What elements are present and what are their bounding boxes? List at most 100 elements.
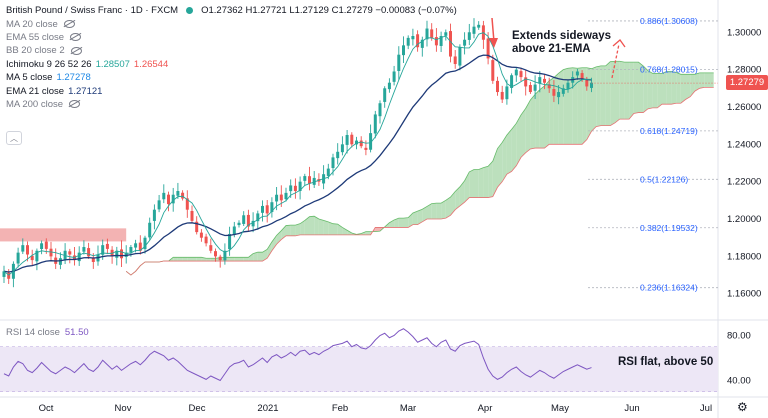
ichimoku-cloud-segment — [680, 74, 686, 104]
ichimoku-cloud-segment — [347, 230, 352, 235]
candle-body — [218, 256, 222, 261]
candle-body — [293, 185, 297, 192]
candle-body — [312, 177, 316, 185]
ichimoku-cloud-segment — [577, 67, 583, 145]
ichimoku-cloud-segment — [624, 62, 630, 120]
indicator-row[interactable]: MA 20 close — [6, 17, 457, 30]
ichimoku-cloud-segment — [629, 62, 634, 120]
candle-body — [528, 85, 532, 93]
ichimoku-cloud-segment — [516, 114, 521, 166]
candle-body — [162, 192, 166, 200]
price-tick-label: 1.18000 — [727, 251, 761, 262]
ichimoku-cloud-segment — [436, 203, 442, 220]
ichimoku-cloud-segment — [309, 216, 315, 235]
indicator-row[interactable]: EMA 21 close 1.27121 — [6, 84, 457, 97]
candle-body — [538, 77, 542, 84]
indicator-row[interactable]: BB 20 close 2 — [6, 44, 457, 57]
indicator-row[interactable]: EMA 55 close — [6, 31, 457, 44]
ichimoku-cloud-segment — [441, 200, 446, 220]
candle-body — [397, 54, 401, 72]
ichimoku-cloud-segment — [600, 65, 606, 126]
ichimoku-cloud-segment — [394, 218, 399, 228]
collapse-legend-button[interactable]: ︿ — [6, 131, 22, 145]
candle-body — [472, 26, 476, 34]
eye-crossed-icon[interactable] — [70, 46, 82, 55]
candle-body — [16, 252, 20, 264]
candle-body — [30, 255, 34, 261]
symbol-row[interactable]: British Pound / Swiss Franc · 1D · FXCM … — [6, 4, 457, 17]
ichimoku-cloud-segment — [314, 216, 319, 235]
ichimoku-cloud-segment — [615, 61, 620, 123]
candle-body — [157, 200, 161, 210]
ichimoku-cloud-segment — [427, 203, 432, 220]
candle-body — [63, 250, 67, 260]
candle-body — [270, 202, 274, 212]
candle-body — [44, 241, 48, 249]
candle-body — [256, 213, 260, 222]
candle-body — [373, 114, 377, 134]
ichimoku-cloud-segment — [239, 257, 244, 262]
candle-body — [115, 250, 119, 258]
candle-body — [58, 258, 62, 265]
ichimoku-cloud-segment — [286, 225, 291, 236]
indicator-row[interactable]: MA 5 close 1.27278 — [6, 71, 457, 84]
price-tick-label: 1.20000 — [727, 214, 761, 225]
candle-body — [467, 32, 471, 40]
eye-crossed-icon[interactable] — [70, 33, 82, 42]
candle-body — [496, 80, 499, 93]
ichimoku-span-b — [125, 86, 714, 276]
ichimoku-cloud-segment — [469, 169, 474, 198]
ichimoku-cloud-segment — [694, 72, 700, 92]
time-tick-label: Feb — [332, 403, 348, 414]
fib-level-label: 0.5(1.22126) — [640, 174, 688, 184]
candle-body — [143, 237, 147, 250]
rsi-legend[interactable]: RSI 14 close 51.50 — [6, 327, 89, 338]
candle-body — [345, 134, 349, 145]
indicator-value-2: 1.26544 — [133, 58, 169, 70]
ichimoku-cloud-segment — [192, 257, 197, 262]
ichimoku-cloud-segment — [488, 161, 493, 198]
ichimoku-cloud-segment — [210, 258, 216, 262]
candle-body — [543, 78, 546, 83]
candle-body — [524, 77, 528, 87]
ichimoku-cloud-segment — [398, 218, 404, 228]
candle-body — [298, 181, 302, 192]
indicator-label: MA 200 close — [6, 98, 64, 110]
ohlc-values: O1.27362 H1.27721 L1.27129 C1.27279 −0.0… — [201, 5, 457, 17]
ichimoku-cloud-segment — [234, 257, 239, 262]
ichimoku-cloud-segment — [276, 230, 282, 245]
symbol-title[interactable]: British Pound / Swiss Franc · 1D · FXCM — [6, 5, 179, 17]
ichimoku-cloud-segment — [582, 67, 587, 145]
ichimoku-cloud-segment — [304, 216, 310, 235]
candle-body — [477, 24, 481, 28]
ichimoku-cloud-segment — [459, 180, 465, 206]
eye-crossed-icon[interactable] — [69, 100, 81, 109]
ichimoku-cloud-segment — [257, 252, 263, 262]
gear-icon[interactable]: ⚙ — [737, 400, 748, 414]
ichimoku-cloud-segment — [431, 203, 437, 220]
ichimoku-cloud-segment — [652, 73, 658, 108]
ichimoku-cloud-segment — [619, 61, 625, 120]
candle-body — [590, 82, 593, 88]
price-tick-label: 1.22000 — [727, 177, 761, 188]
projection-arrow-line — [611, 43, 620, 79]
candle-body — [533, 84, 537, 91]
ichimoku-cloud-segment — [671, 71, 677, 105]
indicator-row[interactable]: MA 200 close — [6, 98, 457, 111]
ichimoku-cloud-segment — [295, 223, 301, 236]
rsi-band — [0, 346, 718, 392]
indicator-row[interactable]: Ichimoku 9 26 52 26 1.28507 1.26544 — [6, 58, 457, 71]
candle-body — [152, 209, 156, 221]
candle-body — [547, 84, 551, 89]
candle-body — [575, 71, 579, 76]
ichimoku-cloud-segment — [248, 253, 254, 262]
ichimoku-cloud-segment — [492, 148, 498, 197]
ichimoku-cloud-segment — [662, 71, 667, 105]
ichimoku-cloud-segment — [229, 257, 235, 262]
candle-body — [105, 243, 109, 249]
eye-crossed-icon[interactable] — [63, 20, 75, 29]
candle-body — [383, 88, 387, 102]
candle-body — [101, 245, 105, 255]
